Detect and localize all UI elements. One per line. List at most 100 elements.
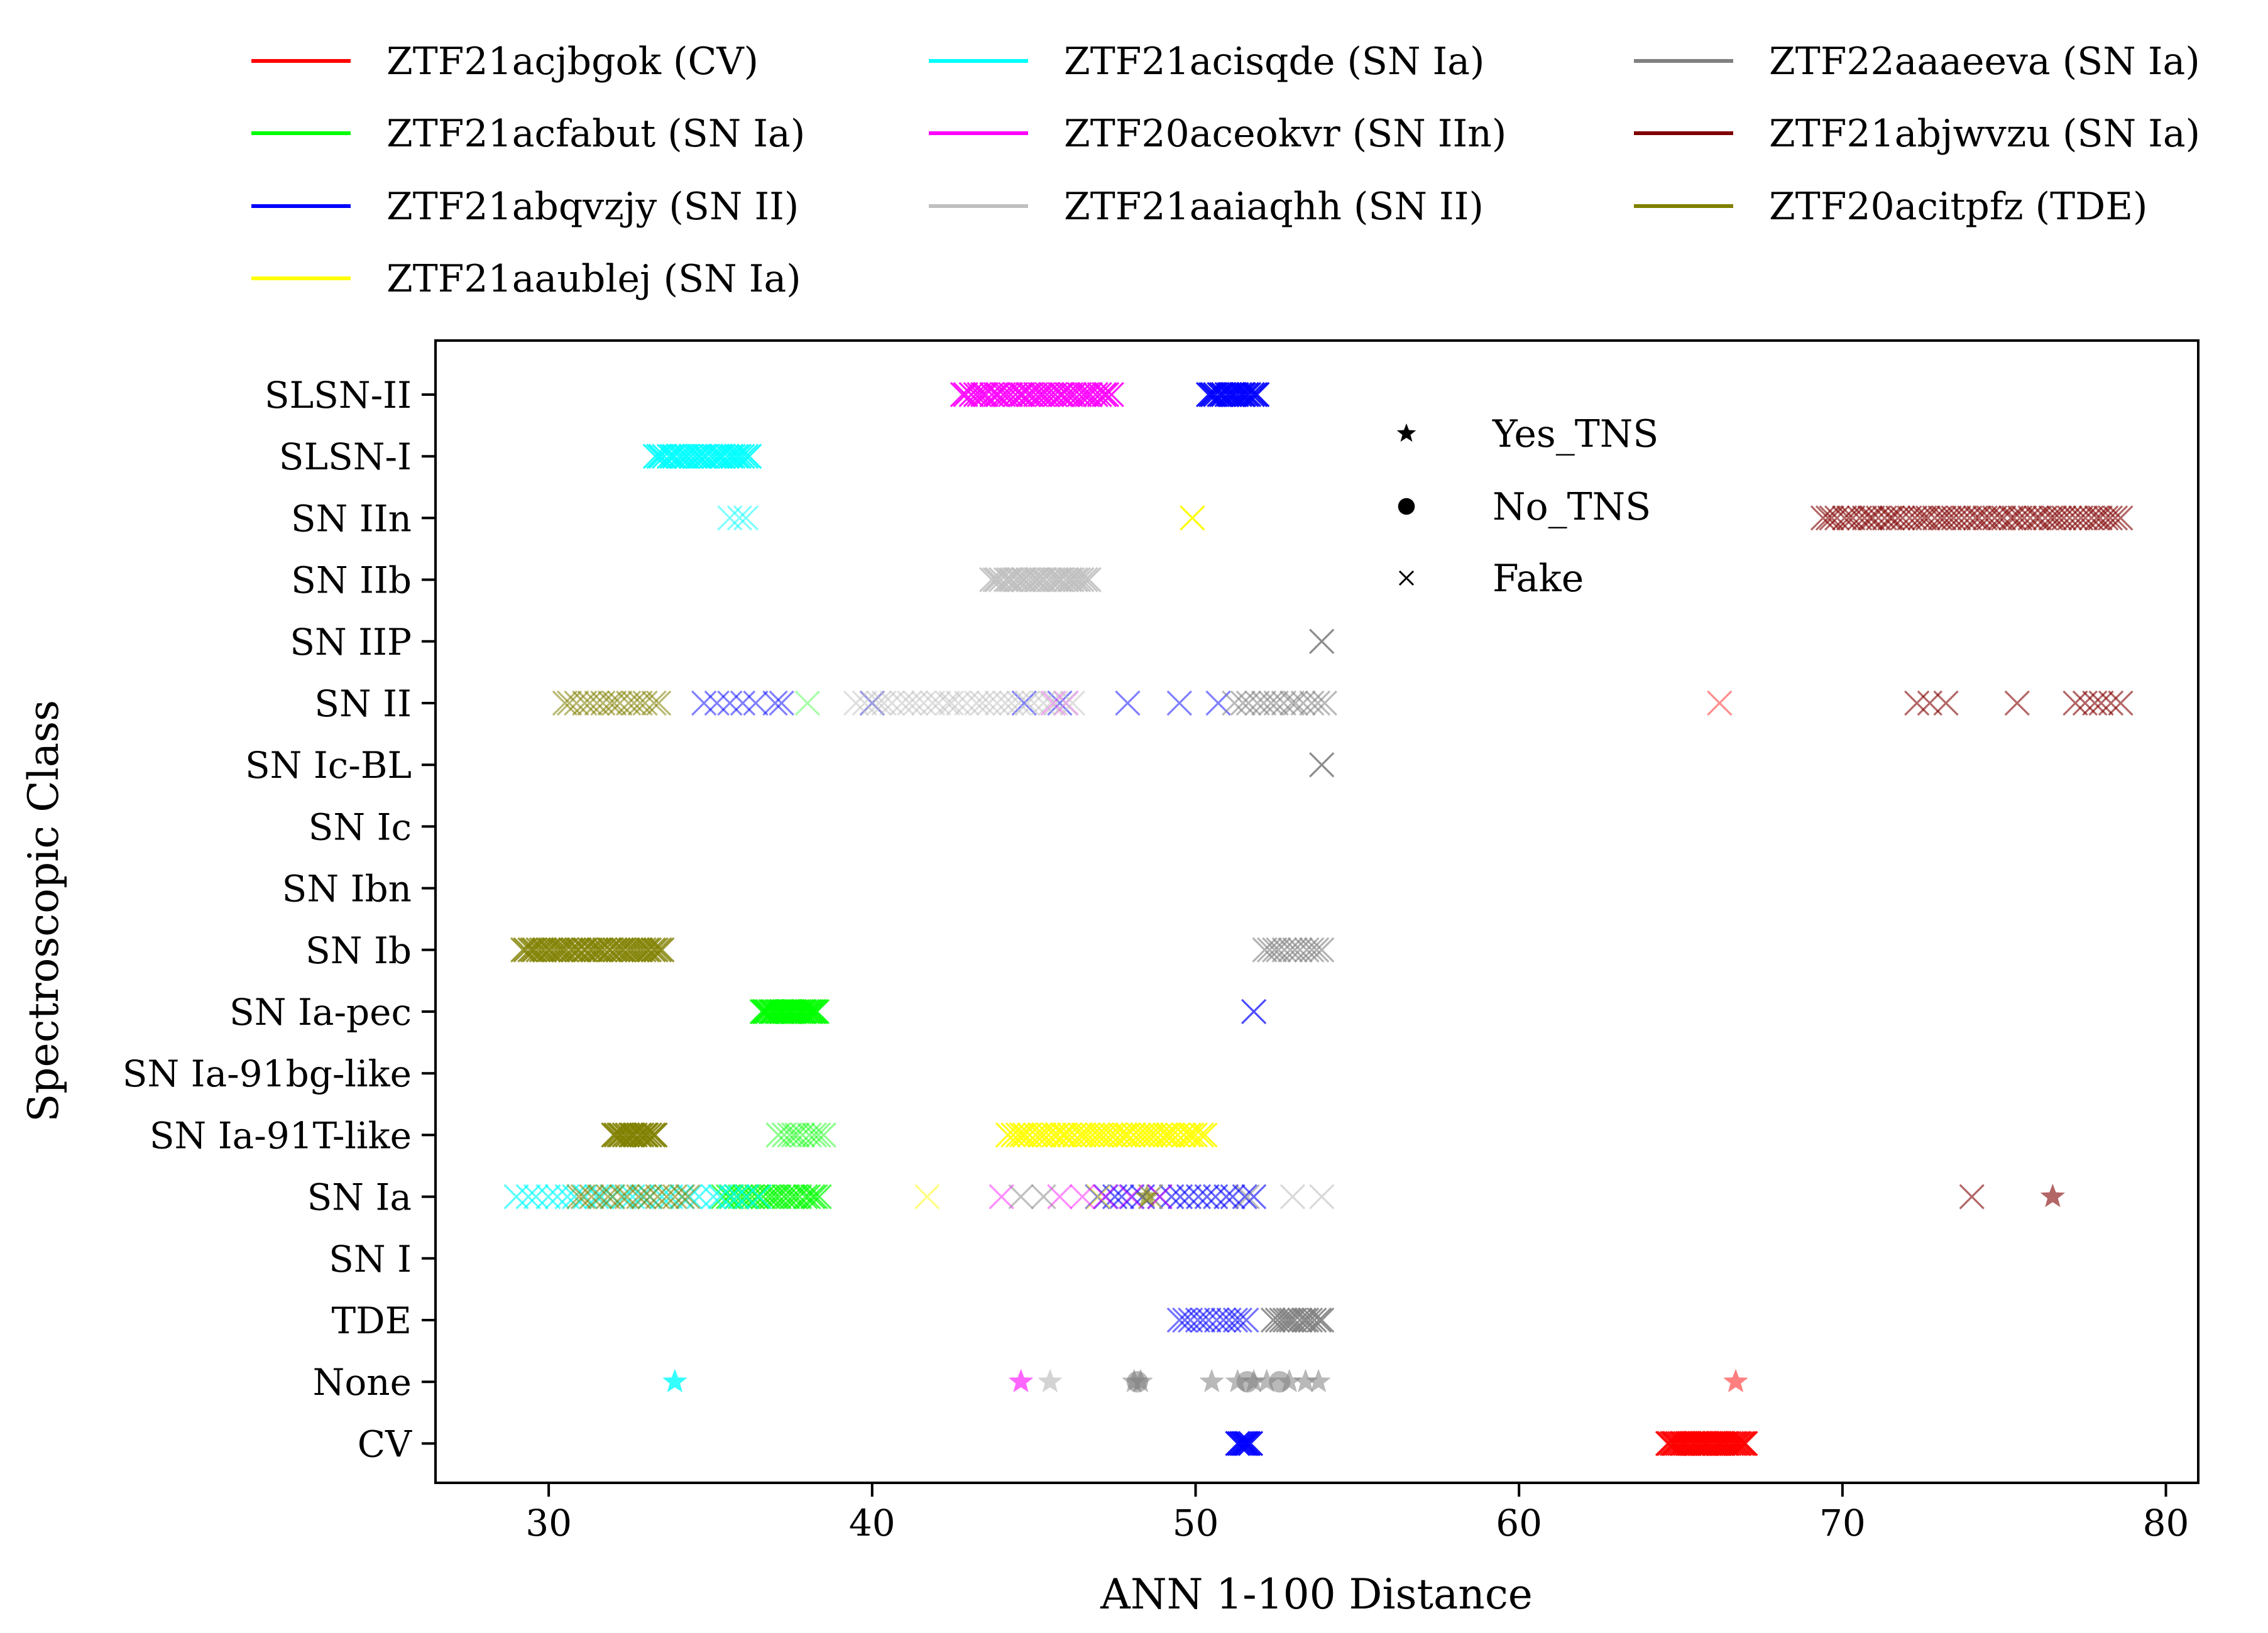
series-ztf21acisqde-sn-ia <box>503 444 772 1392</box>
data-point-fake <box>1088 1122 1114 1148</box>
data-point-fake <box>601 690 627 716</box>
data-point-fake <box>1234 1184 1260 1210</box>
data-point-fake <box>777 1122 803 1148</box>
data-point-fake <box>535 1184 561 1210</box>
data-point-fake <box>860 690 885 716</box>
x-axis-title: ANN 1-100 Distance <box>1100 1570 1533 1619</box>
data-point-yes-tns <box>2040 1183 2066 1208</box>
data-point-yes-tns <box>1306 1368 1331 1392</box>
y-tick-label: SN I <box>329 1238 412 1281</box>
data-point-fake <box>781 1122 807 1148</box>
data-point-fake <box>1733 1431 1758 1456</box>
data-point-fake <box>2108 505 2134 531</box>
data-point-fake <box>1871 505 1898 531</box>
legend-label: ZTF21acfabut (SN Ia) <box>386 112 805 156</box>
data-point-fake <box>796 998 823 1025</box>
data-point-fake <box>1061 1122 1087 1148</box>
data-point-fake <box>792 1184 818 1210</box>
data-point-fake <box>2004 690 2030 716</box>
data-point-fake <box>1235 381 1262 408</box>
data-point-fake <box>1107 1122 1134 1148</box>
data-point-fake <box>733 444 759 469</box>
legend-label: ZTF21abjwvzu (SN Ia) <box>1769 112 2200 156</box>
data-point-fake <box>1234 1307 1259 1333</box>
data-point-fake <box>642 1122 668 1148</box>
data-point-fake <box>1178 1307 1203 1333</box>
data-point-fake <box>985 381 1011 408</box>
data-point-fake <box>552 690 578 716</box>
data-point-fake <box>984 690 1010 716</box>
data-point-yes-tns <box>1038 1368 1063 1392</box>
data-point-fake <box>1118 1184 1144 1210</box>
data-point-fake <box>784 1122 810 1148</box>
y-tick-label: SN Ibn <box>282 868 412 910</box>
data-point-fake <box>733 1184 760 1210</box>
data-point-fake <box>1008 1184 1034 1210</box>
data-point-fake <box>945 690 972 716</box>
data-point-fake <box>621 690 647 716</box>
data-point-fake <box>645 690 672 716</box>
data-point-fake <box>1060 690 1086 716</box>
data-point-fake <box>648 444 674 469</box>
data-point-yes-tns <box>1723 1368 1748 1392</box>
data-point-fake <box>1725 1431 1751 1456</box>
data-point-fake <box>626 1184 652 1210</box>
data-point-fake <box>1167 1184 1193 1210</box>
data-point-fake <box>1239 381 1265 408</box>
data-point-fake <box>1719 1431 1745 1456</box>
data-point-fake <box>1860 505 1885 531</box>
data-point-fake <box>1076 567 1102 593</box>
data-point-fake <box>1301 1307 1327 1333</box>
series-ztf21aaiaqhh-sn-ii <box>843 567 1335 1392</box>
data-point-fake <box>672 444 698 469</box>
data-point-fake <box>627 690 653 716</box>
legend-marker-star <box>1396 423 1416 442</box>
data-point-fake <box>726 444 752 469</box>
x-tick-label: 40 <box>849 1502 896 1544</box>
data-point-fake <box>743 690 769 716</box>
data-point-fake <box>1194 1184 1220 1210</box>
data-point-fake <box>1951 505 1978 531</box>
y-axis-title: Spectroscopic Class <box>19 700 68 1122</box>
y-tick-label: SN IIb <box>291 559 412 602</box>
data-point-fake <box>731 1184 757 1210</box>
data-point-fake <box>989 1184 1014 1210</box>
data-point-fake <box>803 1184 828 1210</box>
data-point-fake <box>723 444 749 469</box>
data-point-yes-tns <box>1008 1368 1034 1392</box>
data-point-fake <box>746 1184 772 1210</box>
series-ztf21abqvzjy-sn-ii <box>691 381 1270 1456</box>
legend-marker-circle <box>1398 498 1415 515</box>
data-point-fake <box>1731 1431 1757 1456</box>
data-point-fake <box>1241 998 1267 1025</box>
data-point-fake <box>1213 1184 1239 1210</box>
x-tick-label: 60 <box>1496 1502 1542 1544</box>
data-point-fake <box>1297 1307 1323 1333</box>
data-point-fake <box>597 690 623 716</box>
data-point-no-tns <box>1236 1371 1258 1393</box>
data-point-fake <box>1040 690 1066 716</box>
data-point-fake <box>1279 1184 1306 1210</box>
data-point-fake <box>794 998 820 1025</box>
data-point-fake <box>1904 690 1930 716</box>
y-tick-label: CV <box>358 1423 412 1465</box>
data-point-fake <box>1227 1307 1252 1333</box>
data-point-fake <box>1922 505 1948 531</box>
data-point-fake <box>775 1184 801 1210</box>
y-tick-label: SN IIP <box>290 621 412 664</box>
data-point-fake <box>583 937 609 963</box>
data-point-fake <box>700 1184 726 1210</box>
data-point-fake <box>1998 505 2024 531</box>
data-point-fake <box>1312 690 1337 716</box>
data-point-fake <box>724 1184 750 1210</box>
data-point-fake <box>1012 1122 1038 1148</box>
data-point-fake <box>1865 505 1892 531</box>
data-point-fake <box>1109 1184 1135 1210</box>
data-point-fake <box>771 1122 797 1148</box>
data-point-fake <box>801 1122 827 1148</box>
data-point-fake <box>806 1122 831 1148</box>
data-point-fake <box>631 1184 657 1210</box>
data-point-fake <box>717 690 743 716</box>
legend-label: ZTF20aceokvr (SN IIn) <box>1064 112 1506 156</box>
data-point-fake <box>871 690 897 716</box>
